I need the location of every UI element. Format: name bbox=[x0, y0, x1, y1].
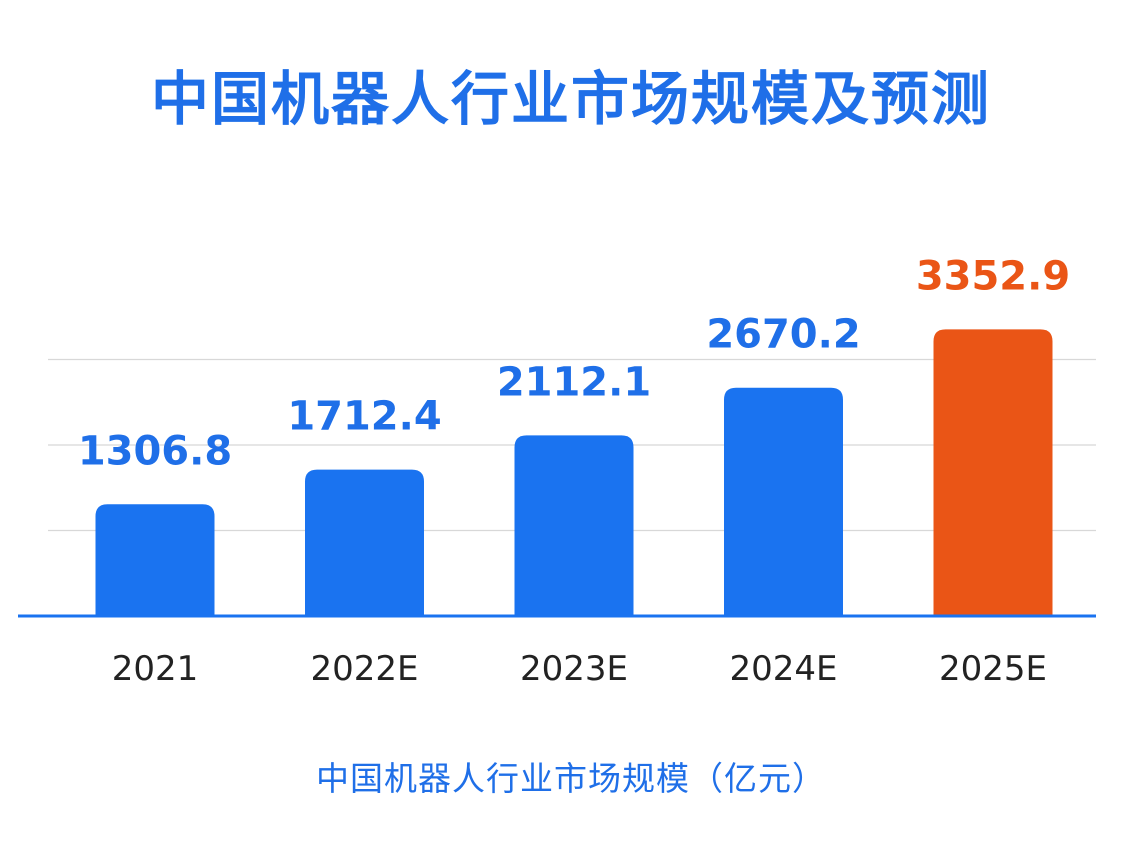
bar-2025E bbox=[933, 329, 1053, 616]
bar-2021 bbox=[95, 504, 215, 616]
x-tick-label: 2024E bbox=[729, 649, 837, 689]
value-label: 1712.4 bbox=[287, 394, 441, 440]
value-label: 2670.2 bbox=[706, 312, 860, 358]
value-label: 2112.1 bbox=[497, 359, 651, 405]
value-label: 1306.8 bbox=[78, 428, 232, 474]
value-labels: 1306.8 1712.4 2112.1 2670.2 3352.9 bbox=[78, 253, 1070, 474]
value-label: 3352.9 bbox=[916, 253, 1070, 299]
x-axis-label: 中国机器人行业市场规模（亿元） bbox=[316, 759, 826, 798]
bars bbox=[95, 329, 1053, 616]
x-tick-label: 2023E bbox=[520, 649, 628, 689]
x-tick-label: 2022E bbox=[310, 649, 418, 689]
x-tick-labels: 2021 2022E 2023E 2024E 2025E bbox=[112, 649, 1047, 689]
bar-2024E bbox=[724, 387, 843, 616]
bar-2022E bbox=[305, 469, 424, 616]
x-tick-label: 2021 bbox=[112, 649, 199, 689]
bar-2023E bbox=[514, 435, 634, 616]
chart-title: 中国机器人行业市场规模及预测 bbox=[150, 65, 991, 133]
x-tick-label: 2025E bbox=[939, 649, 1047, 689]
